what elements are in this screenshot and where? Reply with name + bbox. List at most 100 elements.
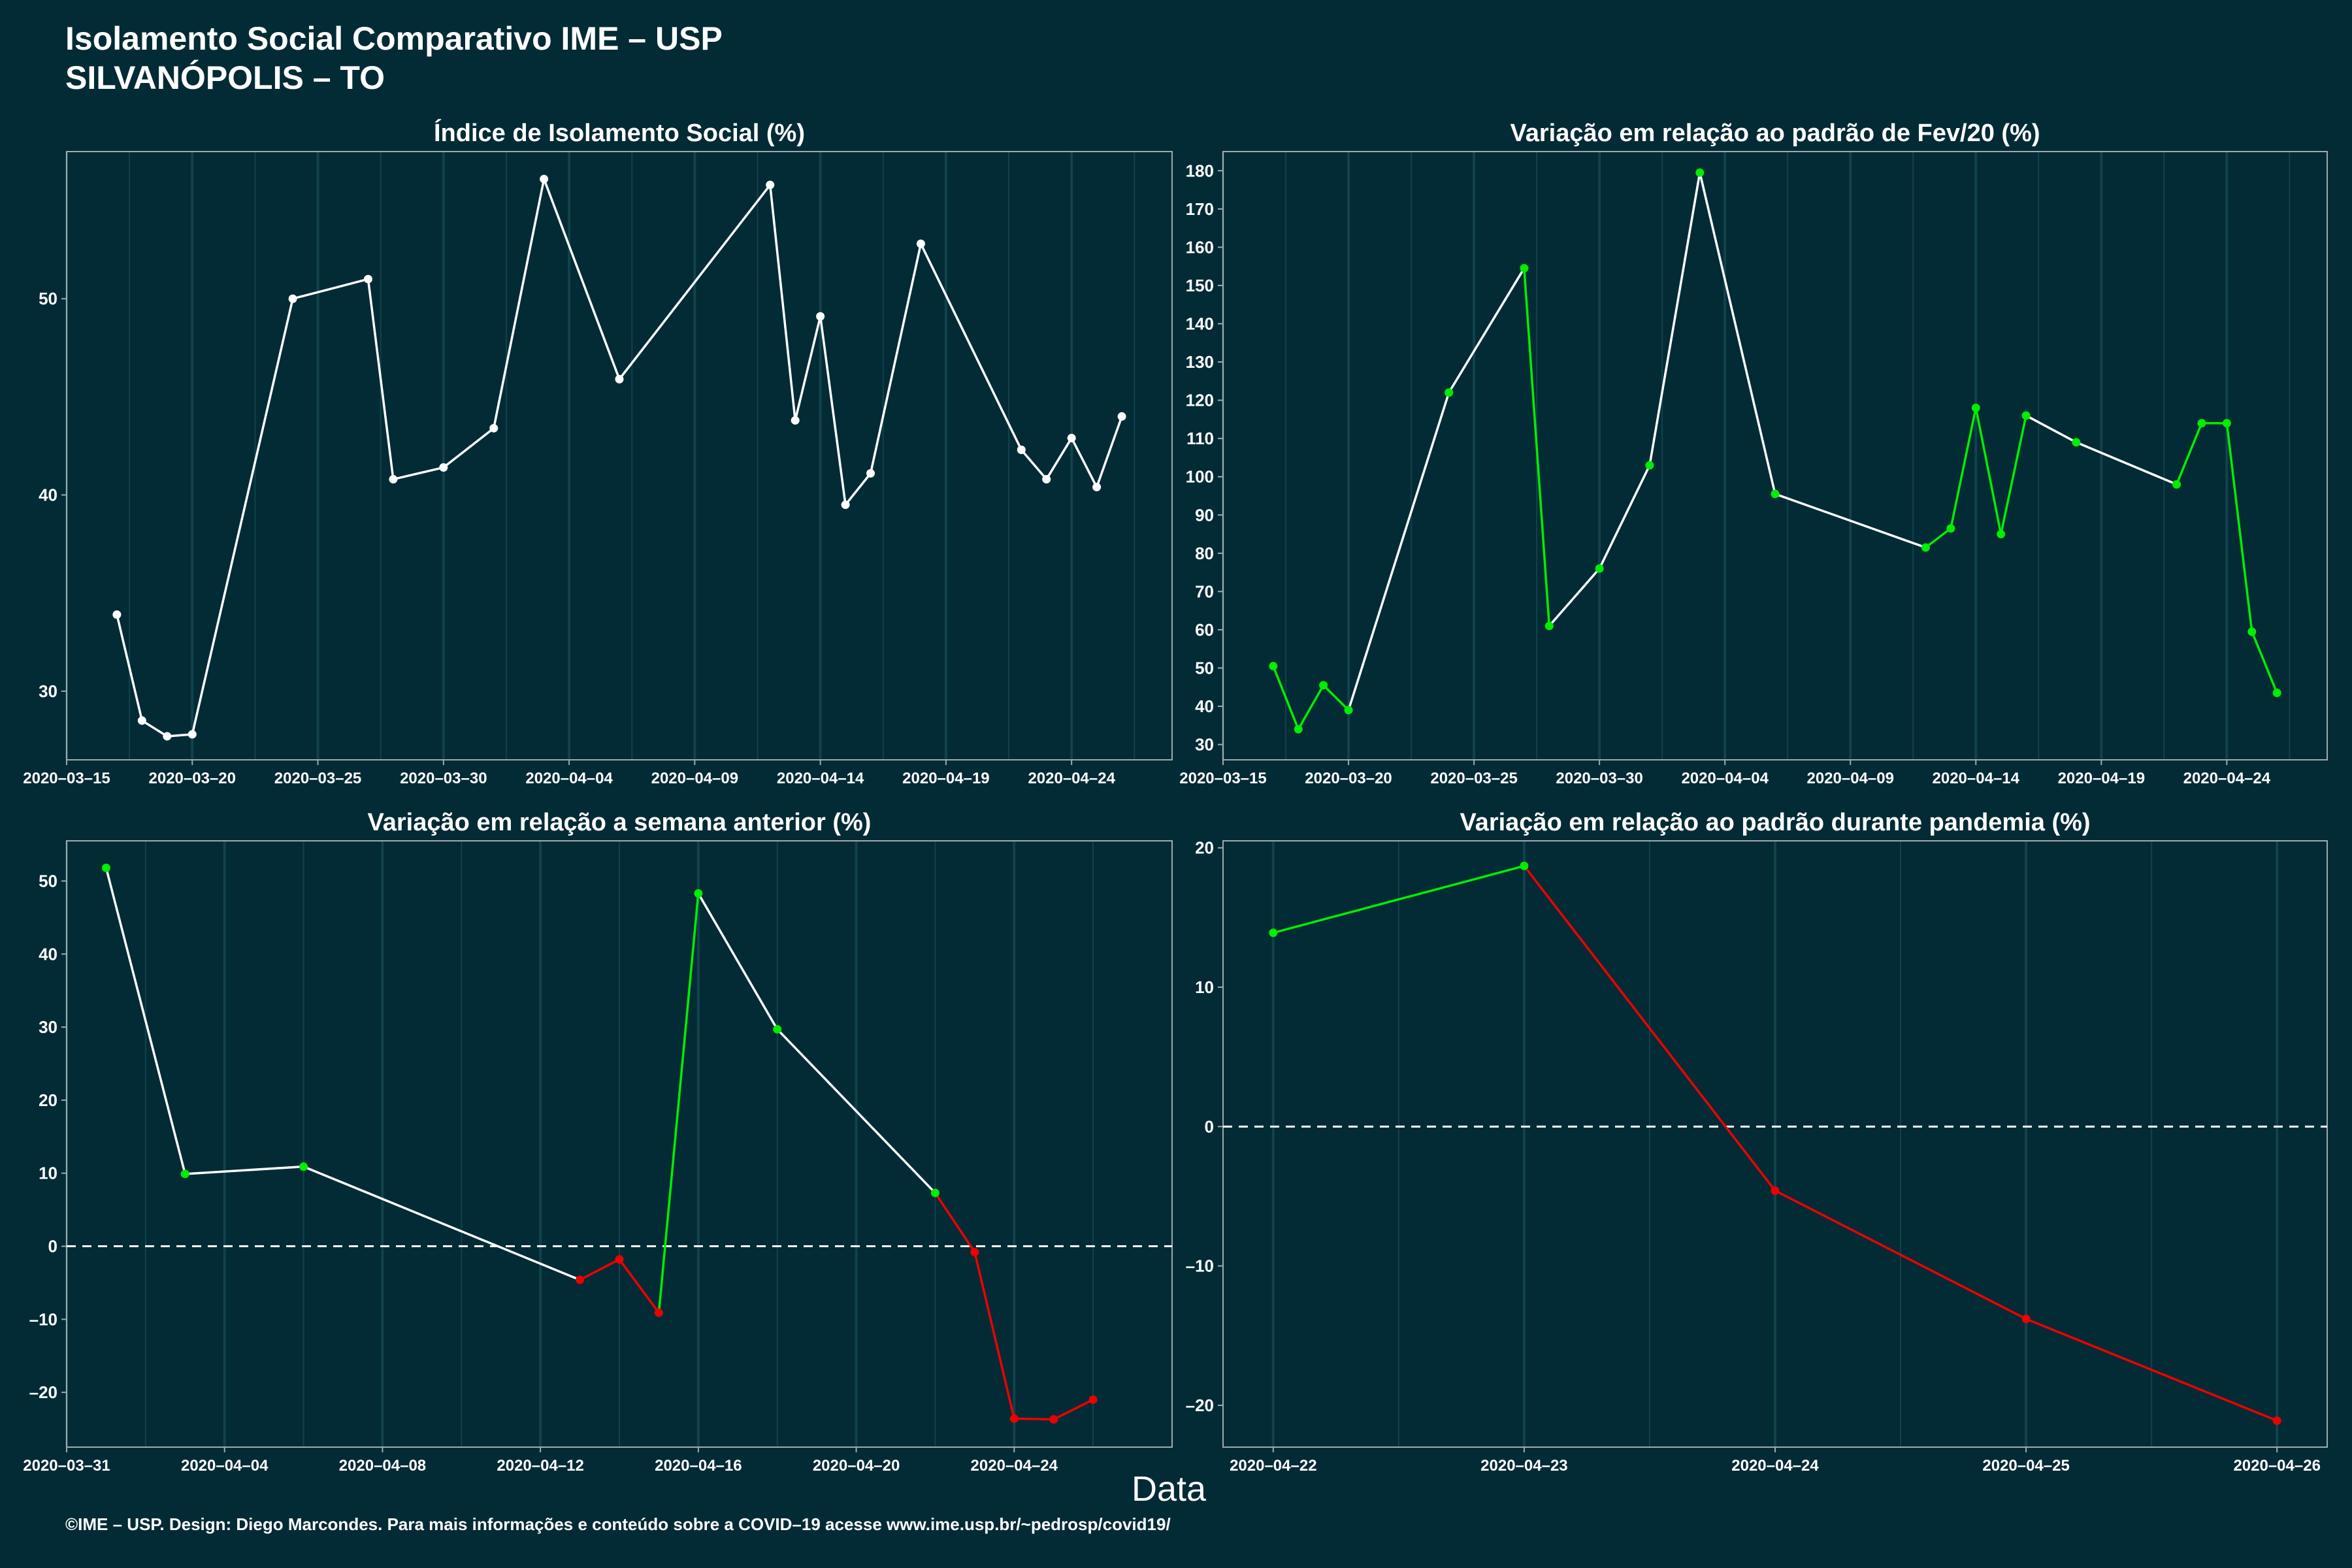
series-segment (542, 178, 621, 381)
panel-title: Variação em relação a semana anterior (%… (368, 809, 872, 836)
data-point (1269, 928, 1278, 938)
series-segment (140, 719, 169, 738)
data-point (1595, 564, 1604, 573)
series-segment (492, 178, 546, 430)
x-tick-label: 2020–04–24 (1028, 770, 1115, 787)
series-segment (1774, 1189, 2027, 1320)
data-point (1117, 412, 1126, 421)
data-point (180, 1169, 189, 1179)
data-point (1946, 524, 1955, 533)
y-tick-label: 20 (39, 1090, 57, 1110)
panel-title: Variação em relação ao padrão durante pa… (1460, 809, 2090, 836)
data-point (188, 730, 197, 739)
data-point (2247, 627, 2257, 636)
y-tick-label: 10 (39, 1164, 57, 1183)
series-segment (1523, 864, 1776, 1192)
data-point (299, 1162, 308, 1171)
x-tick-label: 2020–04–14 (1933, 770, 2020, 787)
footer-credits: ©IME – USP. Design: Diego Marcondes. Par… (65, 1514, 1171, 1534)
y-tick-label: 80 (1195, 544, 1214, 563)
data-point (1997, 530, 2006, 539)
data-point (694, 889, 703, 898)
series-segment (934, 1192, 976, 1254)
series-segment (794, 315, 822, 422)
series-segment (1999, 414, 2027, 536)
data-point (2021, 411, 2031, 420)
data-point (1771, 1186, 1780, 1195)
y-tick-label: 40 (1195, 696, 1214, 716)
series-segment (776, 1028, 937, 1194)
data-point (1042, 475, 1051, 484)
series-segment (442, 427, 495, 469)
series-segment (2075, 441, 2178, 486)
data-point (773, 1024, 782, 1034)
data-point (1771, 489, 1780, 498)
x-tick-label: 2020–04–04 (525, 770, 613, 787)
data-point (389, 475, 398, 484)
y-tick-label: 50 (1195, 658, 1214, 678)
x-tick-label: 2020–04–25 (1982, 1457, 2069, 1475)
data-point (1067, 433, 1076, 442)
data-point (1645, 461, 1654, 470)
data-point (1971, 403, 1980, 412)
x-tick-label: 2020–04–09 (651, 770, 738, 787)
x-tick-label: 2020–03–25 (274, 770, 361, 787)
y-tick-label: 30 (1195, 735, 1214, 755)
data-point (1009, 1414, 1019, 1423)
y-tick-label: 140 (1186, 314, 1214, 333)
y-tick-label: 40 (39, 944, 57, 964)
series-segment (973, 1250, 1016, 1420)
y-tick-label: –20 (1186, 1396, 1214, 1415)
series-segment (1774, 493, 1927, 549)
x-tick-label: 2020–04–24 (2183, 770, 2271, 787)
x-tick-label: 2020–04–24 (1731, 1457, 1819, 1475)
data-point (2172, 480, 2181, 489)
series-segment (657, 892, 700, 1315)
y-tick-label: 40 (39, 485, 57, 505)
y-tick-label: 130 (1186, 352, 1214, 372)
y-tick-label: 30 (39, 681, 57, 701)
series-segment (1095, 415, 1123, 489)
y-tick-label: 0 (48, 1237, 57, 1256)
series-segment (1070, 436, 1098, 489)
data-point (654, 1308, 663, 1317)
data-point (1445, 388, 1454, 397)
y-tick-label: –10 (1186, 1256, 1214, 1276)
y-tick-label: 160 (1186, 237, 1214, 257)
series-segment (1052, 1398, 1094, 1421)
x-tick-label: 2020–03–15 (1179, 770, 1266, 787)
data-point (1921, 543, 1930, 552)
data-point (1049, 1415, 1058, 1424)
data-point (439, 463, 448, 472)
series-segment (819, 315, 847, 506)
data-point (576, 1275, 585, 1284)
series-segment (1272, 664, 1299, 730)
series-segment (1523, 267, 1551, 627)
data-point (841, 500, 850, 510)
data-point (916, 239, 925, 248)
series-segment (367, 278, 395, 481)
y-tick-label: 120 (1186, 391, 1214, 410)
y-tick-label: –20 (29, 1382, 57, 1402)
series-segment (2225, 421, 2253, 633)
panel-title: Variação em relação ao padrão de Fev/20 … (1510, 120, 2040, 147)
y-tick-label: 60 (1195, 620, 1214, 640)
data-point (1520, 264, 1529, 273)
x-tick-label: 2020–04–26 (2233, 1457, 2320, 1475)
data-point (2072, 438, 2081, 447)
data-point (866, 469, 875, 478)
x-tick-label: 2020–04–23 (1480, 1457, 1567, 1475)
x-axis-title: Data (1132, 1469, 1207, 1509)
data-point (540, 174, 549, 184)
y-tick-label: –10 (29, 1309, 57, 1329)
x-tick-label: 2020–04–04 (181, 1457, 269, 1475)
series-segment (1322, 684, 1350, 711)
data-point (2021, 1315, 2031, 1324)
y-tick-label: 70 (1195, 581, 1214, 601)
panel-border (66, 151, 1173, 760)
series-segment (116, 613, 144, 722)
y-tick-label: 0 (1205, 1117, 1214, 1136)
data-point (288, 294, 297, 303)
data-point (137, 716, 146, 725)
